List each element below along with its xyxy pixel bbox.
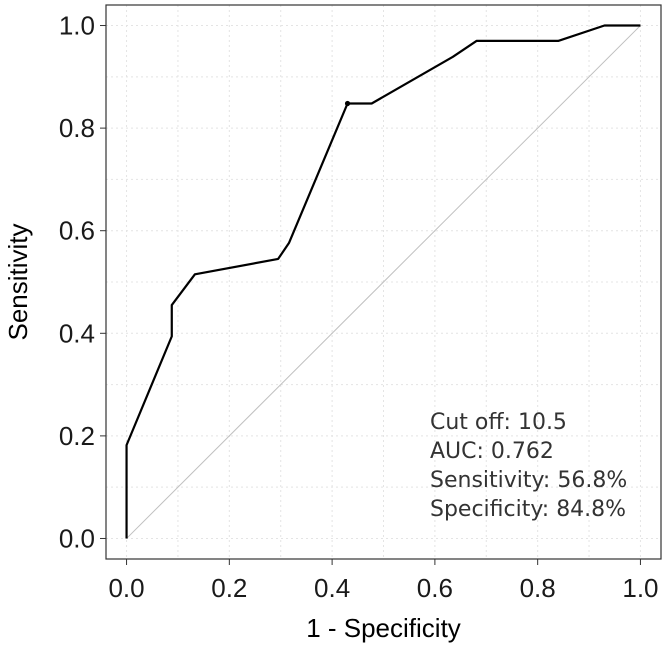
y-tick-label: 1.0 [59, 11, 95, 41]
reference-diagonal-line [126, 25, 641, 539]
annotation-line: Cut off: 10.5 [430, 410, 567, 435]
y-tick-label: 0.0 [59, 523, 95, 553]
x-axis: 0.0 0.2 0.4 0.6 0.8 1.0 [108, 559, 659, 603]
x-tick-label: 0.6 [417, 573, 453, 603]
y-tick-label: 0.8 [59, 113, 95, 143]
cutoff-point [344, 100, 351, 107]
grid [106, 5, 661, 559]
x-tick-label: 1.0 [622, 573, 658, 603]
y-tick-label: 0.6 [59, 216, 95, 246]
annotation-line: Specificity: 84.8% [430, 497, 626, 522]
annotation-line: Sensitivity: 56.8% [430, 468, 627, 493]
x-tick-label: 0.8 [520, 573, 556, 603]
series-layer [125, 24, 641, 539]
y-tick-label: 0.2 [59, 421, 95, 451]
y-tick-label: 0.4 [59, 318, 95, 348]
x-axis-title: 1 - Specificity [306, 613, 461, 643]
annotation-block: Cut off: 10.5 AUC: 0.762 Sensitivity: 56.8… [430, 410, 627, 522]
x-tick-label: 0.2 [211, 573, 247, 603]
y-axis-title: Sensitivity [3, 223, 33, 340]
panel-border [105, 4, 662, 560]
x-tick-label: 0.0 [108, 573, 144, 603]
y-axis: 0.0 0.2 0.4 0.6 0.8 1.0 [59, 11, 106, 553]
annotation-line: AUC: 0.762 [430, 439, 554, 464]
roc-curve-line [125, 24, 641, 539]
x-tick-label: 0.4 [314, 573, 350, 603]
